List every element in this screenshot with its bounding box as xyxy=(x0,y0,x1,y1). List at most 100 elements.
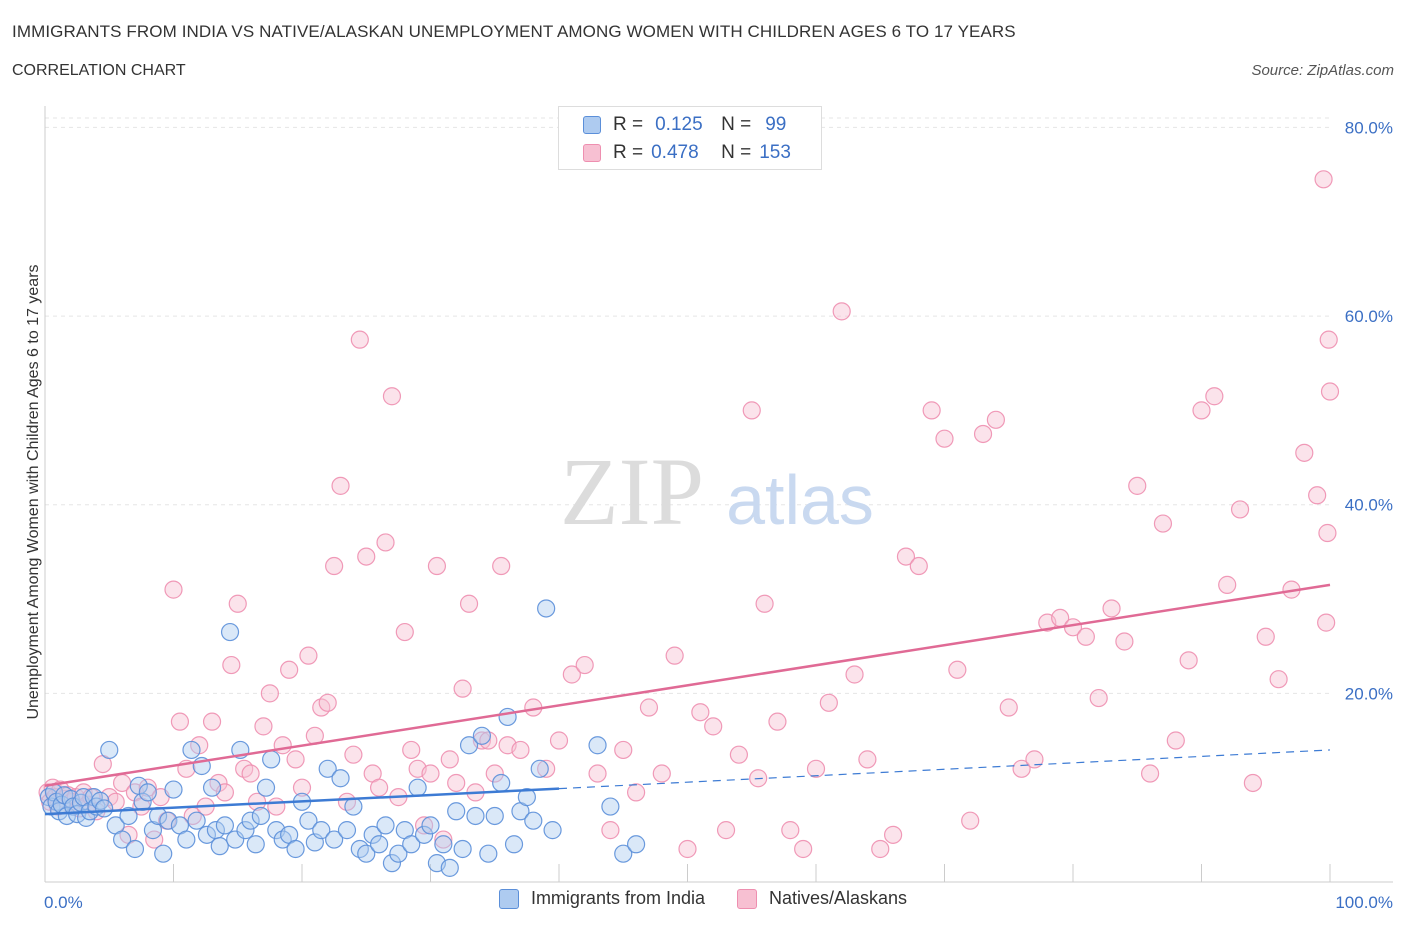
natives-point xyxy=(1230,500,1250,519)
trend-lines xyxy=(44,583,1331,816)
india-point xyxy=(459,736,479,755)
india-point xyxy=(337,821,357,840)
watermark-zip: ZIP xyxy=(560,438,704,545)
natives-point xyxy=(299,646,318,665)
natives-point xyxy=(325,556,344,576)
natives-point xyxy=(376,533,395,552)
india-point xyxy=(370,835,389,854)
india-point xyxy=(517,788,536,807)
natives-point xyxy=(588,764,607,783)
natives-point xyxy=(614,740,633,760)
india-point xyxy=(119,806,138,826)
india-trend-extension xyxy=(558,749,1331,790)
legend-item-india: Immigrants from India xyxy=(498,888,705,909)
natives-point xyxy=(402,740,421,760)
india-point xyxy=(389,844,408,863)
y-tick-label: 20.0% xyxy=(1345,684,1393,703)
natives-point xyxy=(267,797,286,816)
natives-point xyxy=(222,655,241,675)
natives-point xyxy=(1320,382,1340,401)
india-point xyxy=(100,740,119,760)
chart-title: IMMIGRANTS FROM INDIA VS NATIVE/ALASKAN … xyxy=(12,22,1016,41)
natives-point xyxy=(414,816,434,835)
natives-point xyxy=(1317,613,1336,632)
natives-point xyxy=(1256,627,1275,646)
india-point xyxy=(138,783,157,802)
natives-point xyxy=(1319,330,1338,349)
natives-r-value: 0.478 xyxy=(651,142,699,163)
india-point xyxy=(215,816,234,835)
natives-point xyxy=(1205,387,1224,406)
india-point xyxy=(125,839,145,859)
natives-point xyxy=(382,387,402,406)
natives-point xyxy=(260,684,279,703)
natives-point xyxy=(280,660,299,679)
natives-point xyxy=(427,556,447,576)
legend-row-india: R = 0.125 N = 99 xyxy=(583,113,786,137)
y-axis-title: Unemployment Among Women with Children A… xyxy=(25,264,42,719)
india-point xyxy=(498,707,517,727)
natives-point xyxy=(421,764,440,783)
natives-point xyxy=(665,646,684,665)
india-point xyxy=(262,750,281,769)
natives-point xyxy=(145,830,164,849)
natives-point xyxy=(273,736,292,755)
watermark-atlas: atlas xyxy=(726,461,874,539)
natives-point xyxy=(453,679,472,698)
india-point xyxy=(143,821,163,840)
india-point xyxy=(421,816,440,835)
india-legend-swatch xyxy=(498,888,519,909)
natives-point xyxy=(601,821,620,840)
india-point xyxy=(466,806,485,826)
natives-point xyxy=(247,792,267,811)
india-point xyxy=(479,844,498,863)
natives-point xyxy=(440,750,459,769)
natives-point xyxy=(626,783,646,802)
natives-point xyxy=(395,622,414,642)
india-point xyxy=(182,740,201,760)
natives-point xyxy=(1089,688,1108,708)
natives-point xyxy=(138,778,157,797)
india-point xyxy=(197,825,217,844)
natives-point xyxy=(896,547,916,566)
natives-point xyxy=(704,717,723,736)
natives-point xyxy=(292,778,312,797)
india-point xyxy=(246,835,265,854)
india-point xyxy=(241,811,260,830)
source-credit: Source: ZipAtlas.com xyxy=(1251,62,1394,79)
natives-point xyxy=(286,750,305,769)
india-point xyxy=(251,806,270,826)
natives-point xyxy=(202,712,222,731)
india-point xyxy=(256,778,276,797)
series-legend: Immigrants from India Natives/Alaskans xyxy=(0,888,1406,909)
india-point xyxy=(524,811,543,830)
india-point xyxy=(159,811,178,830)
natives-point xyxy=(1025,750,1044,769)
natives-point xyxy=(986,410,1006,429)
india-point xyxy=(95,799,114,818)
india-points xyxy=(39,599,646,877)
natives-point xyxy=(961,811,980,830)
natives-point xyxy=(973,424,993,444)
india-point xyxy=(588,736,607,755)
natives-point xyxy=(447,773,466,793)
y-tick-label: 40.0% xyxy=(1345,496,1393,515)
india-point xyxy=(187,811,206,830)
natives-point xyxy=(511,740,530,760)
natives-point xyxy=(370,778,389,797)
india-point xyxy=(357,844,376,863)
natives-point xyxy=(344,745,363,764)
natives-point xyxy=(1102,599,1121,618)
india-point xyxy=(177,830,196,849)
india-point xyxy=(414,825,434,844)
natives-point xyxy=(331,476,350,495)
natives-point xyxy=(254,717,273,736)
india-point xyxy=(112,830,132,849)
natives-point xyxy=(652,764,671,783)
natives-point xyxy=(575,655,594,675)
natives-point xyxy=(1179,651,1198,670)
india-point xyxy=(408,778,427,797)
natives-point xyxy=(1192,401,1211,420)
natives-point xyxy=(999,698,1018,717)
